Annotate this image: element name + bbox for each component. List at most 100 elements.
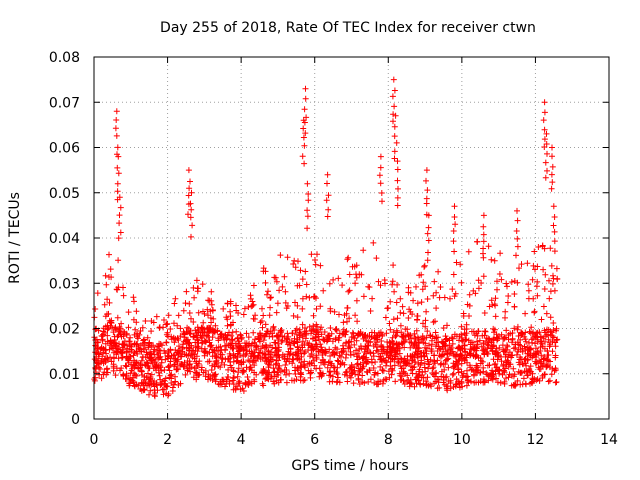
data-point [273,278,280,285]
data-point [145,379,152,385]
data-point [147,387,154,394]
data-point [317,303,324,310]
data-point [101,356,108,363]
data-point [201,352,208,359]
data-point [296,326,303,333]
data-point [131,370,137,377]
data-point [187,368,194,375]
data-point [391,103,398,110]
data-point [506,371,513,378]
data-point [450,238,457,245]
data-point [506,349,513,356]
data-point [245,334,252,341]
data-point [317,341,324,348]
data-point [421,263,428,270]
data-point [383,362,389,369]
data-point [498,358,505,365]
data-point [208,301,215,308]
data-point [147,350,154,357]
data-point [391,87,398,94]
data-point [321,337,328,344]
data-point [514,235,521,242]
data-point [350,380,357,387]
data-point [104,325,111,332]
data-point [496,271,503,277]
data-point [414,354,421,361]
data-point [532,350,539,357]
data-point [185,192,192,199]
data-point [324,180,330,187]
data-point [257,356,264,363]
data-point [386,374,393,381]
data-point [502,314,508,321]
data-point [466,313,472,319]
data-point [368,356,375,363]
data-point [451,203,458,210]
data-point [299,344,306,351]
data-point [240,388,247,394]
data-point [354,318,361,325]
data-point [357,331,364,338]
data-point [538,316,545,323]
data-point [175,312,182,319]
data-point [377,363,384,370]
data-point [104,338,111,345]
data-point [378,338,385,344]
data-point [249,359,256,366]
data-point [509,335,516,342]
data-point [367,349,374,356]
data-point [480,368,487,375]
data-point [545,336,552,343]
data-point [333,379,340,386]
data-point [551,214,558,220]
data-point [257,319,264,326]
data-point [372,359,379,365]
data-point [437,353,444,360]
data-point [377,180,384,187]
data-point [308,327,315,334]
data-point [181,359,188,366]
data-point [356,271,363,278]
data-point [260,312,267,319]
data-point [498,276,505,283]
data-point [534,278,541,285]
data-point [274,333,281,339]
data-point [447,385,454,392]
data-point [541,286,548,292]
data-point [449,335,456,342]
data-point [172,347,179,353]
data-point [394,202,401,209]
data-point [225,366,232,373]
data-point [153,361,160,368]
data-point [265,347,272,354]
data-point [270,378,277,385]
data-point [226,380,233,387]
data-point [133,341,140,348]
data-point [208,288,215,295]
data-point [114,314,121,321]
data-point [224,355,231,362]
data-point [433,339,440,346]
data-point [456,356,463,363]
data-point [188,189,195,196]
data-point [165,312,172,319]
data-point [302,268,309,275]
data-point [346,315,353,322]
y-tick-label: 0.06 [49,141,80,157]
data-point [206,328,213,335]
data-point [124,357,131,363]
data-point [156,324,163,331]
data-point [526,367,533,374]
data-point [366,284,373,291]
data-point [92,306,99,312]
data-point [398,329,405,336]
data-point [484,362,491,369]
data-point [270,365,277,372]
data-point [306,360,313,367]
data-point [194,348,201,355]
data-point [494,379,501,386]
data-point [266,312,273,319]
data-point [125,324,132,331]
data-point [265,375,272,382]
data-point [501,369,508,376]
